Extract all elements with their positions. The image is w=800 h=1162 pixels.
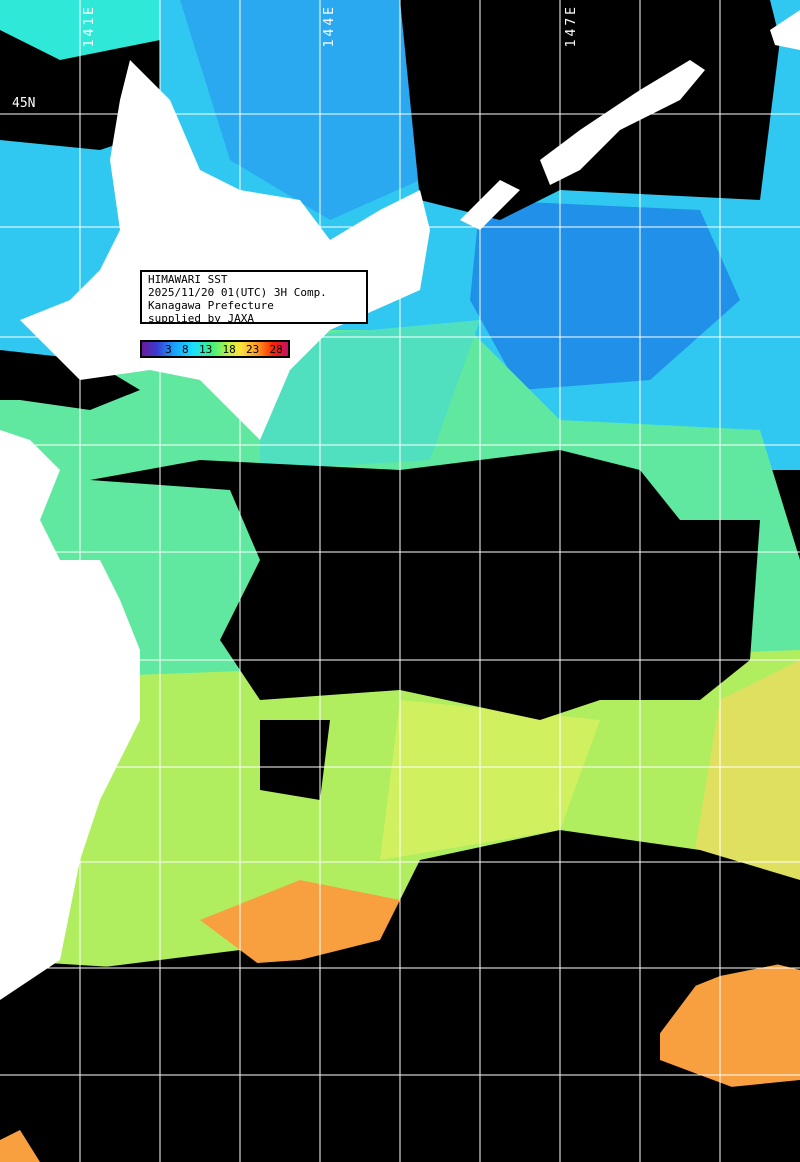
hot-region (200, 880, 400, 965)
cloud-mask (260, 720, 330, 800)
cloud-mask (0, 350, 140, 410)
info-producer: Kanagawa Prefecture (148, 299, 274, 312)
longitude-label: 147E (564, 4, 579, 48)
color-scale-legend: 3 8 13 18 23 28 (140, 340, 290, 358)
cloud-mask (400, 0, 780, 220)
longitude-label: 144E (322, 4, 337, 48)
very-cold-region (470, 200, 740, 390)
info-datetime: 2025/11/20 01(UTC) 3H Comp. (148, 286, 327, 299)
info-title: HIMAWARI SST (148, 273, 228, 286)
cloud-mask (300, 830, 800, 1090)
info-credit: supplied by JAXA (148, 312, 254, 325)
latitude-label: 45N (12, 96, 36, 111)
cloud-mask (90, 450, 760, 720)
scale-tick: 28 (269, 342, 283, 356)
warm-region (380, 700, 600, 860)
land-small (0, 1130, 40, 1162)
land-honshu (0, 430, 140, 1000)
land-kuril (460, 180, 520, 230)
hot-region (660, 960, 800, 1090)
scale-tick: 8 (182, 342, 189, 356)
longitude-label: 141E (82, 4, 97, 48)
land-hokkaido (20, 60, 430, 440)
scale-tick: 3 (165, 342, 172, 356)
land-kuril (770, 10, 800, 50)
info-box: HIMAWARI SST 2025/11/20 01(UTC) 3H Comp.… (140, 270, 368, 325)
mid-temp-region (260, 320, 480, 470)
scale-tick: 13 (198, 342, 213, 356)
scale-tick: 18 (222, 342, 236, 356)
warm-region (690, 660, 800, 900)
land-kuril (540, 60, 705, 185)
scale-tick: 23 (246, 342, 260, 356)
